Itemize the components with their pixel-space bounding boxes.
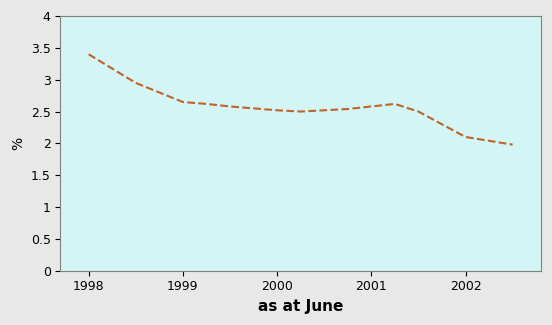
X-axis label: as at June: as at June	[258, 299, 343, 314]
Y-axis label: %: %	[11, 137, 25, 150]
